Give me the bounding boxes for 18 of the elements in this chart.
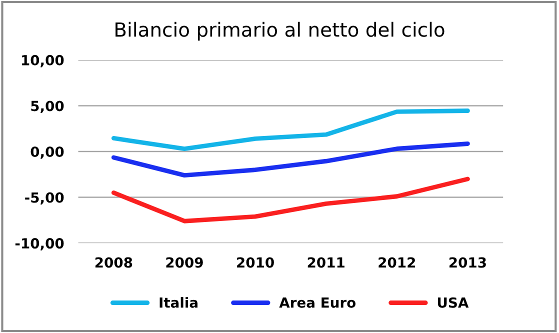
y-tick-label: -5,00 (25, 192, 64, 205)
x-tick-label: 2012 (378, 257, 416, 268)
legend-label: Italia (160, 297, 198, 308)
y-tick-label: -10,00 (15, 238, 64, 250)
line-series (111, 142, 470, 178)
x-tick-label: 2011 (308, 257, 344, 268)
x-tick-label: 2009 (166, 257, 203, 268)
y-tick-label: 10,00 (22, 54, 64, 68)
legend-label: Area Euro (279, 297, 356, 308)
y-tick-label: 0,00 (30, 146, 64, 159)
x-tick-label: 2013 (449, 257, 486, 268)
x-tick-label: 2008 (95, 257, 132, 268)
x-tick-label: 2010 (237, 257, 274, 268)
y-tick-label: 5,00 (31, 100, 64, 113)
legend-label: USA (438, 297, 469, 308)
line-series (111, 108, 470, 151)
line-series (111, 176, 470, 224)
chart-title: Bilancio primario al netto del ciclo (116, 22, 444, 41)
